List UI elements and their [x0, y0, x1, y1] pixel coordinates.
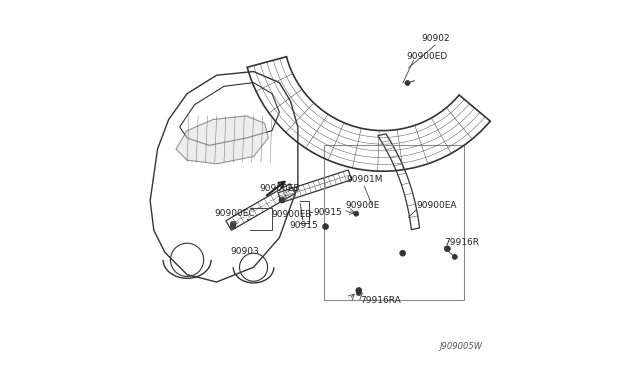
- Bar: [230, 221, 235, 225]
- Circle shape: [356, 288, 362, 294]
- Circle shape: [279, 197, 285, 203]
- Circle shape: [353, 211, 359, 216]
- Text: 90900EB: 90900EB: [259, 185, 300, 193]
- Text: 90915: 90915: [313, 208, 342, 217]
- Text: 90901M: 90901M: [346, 175, 383, 184]
- Text: 90915: 90915: [290, 221, 319, 231]
- Circle shape: [356, 291, 362, 296]
- Bar: [230, 222, 236, 228]
- Circle shape: [405, 80, 410, 86]
- Text: 90902: 90902: [421, 34, 449, 43]
- Bar: [324, 145, 464, 301]
- Text: 90903: 90903: [230, 247, 259, 256]
- Text: 79916R: 79916R: [444, 238, 479, 247]
- Text: 90900E: 90900E: [346, 201, 380, 210]
- Polygon shape: [176, 116, 268, 164]
- Circle shape: [323, 224, 328, 230]
- Circle shape: [444, 246, 451, 252]
- Text: 90900EA: 90900EA: [416, 201, 456, 210]
- Text: 90900EB: 90900EB: [271, 211, 312, 219]
- Circle shape: [400, 250, 406, 256]
- Text: 79916RA: 79916RA: [360, 296, 401, 305]
- Text: J909005W: J909005W: [440, 342, 483, 351]
- Circle shape: [452, 254, 458, 260]
- Text: 90900EC: 90900EC: [215, 209, 255, 218]
- Text: 90900ED: 90900ED: [406, 52, 448, 61]
